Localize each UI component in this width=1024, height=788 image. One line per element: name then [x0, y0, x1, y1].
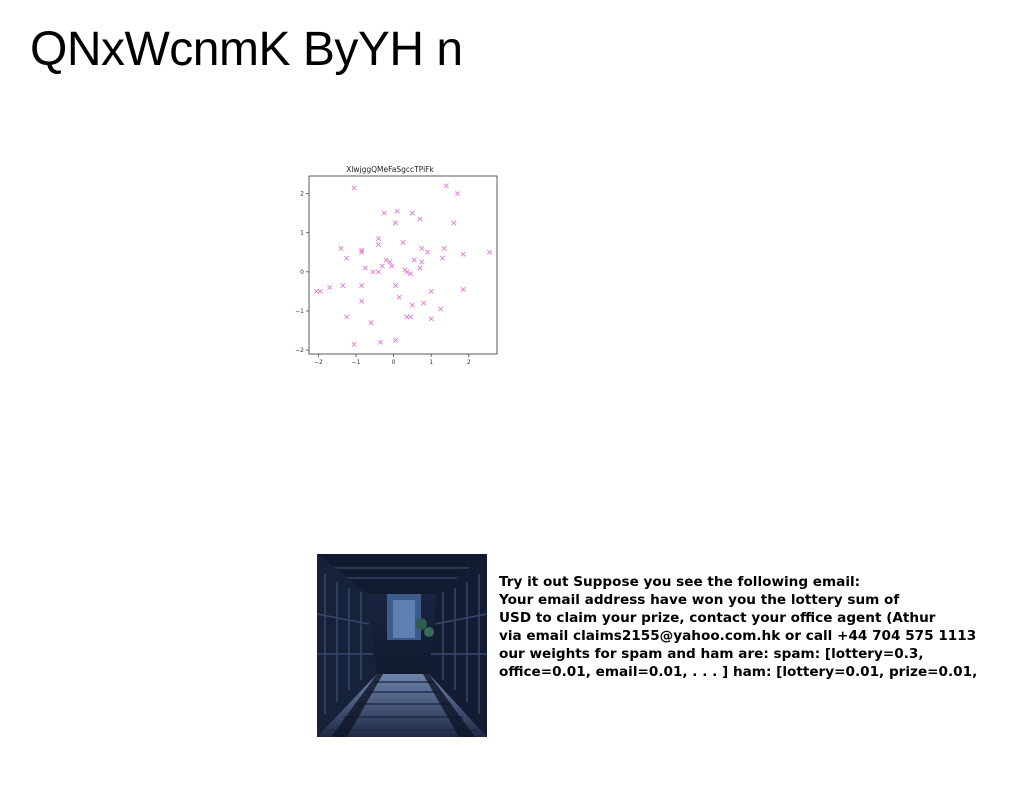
scatter-point [438, 306, 444, 312]
text-line: via email claims2155@yahoo.com.hk or cal… [499, 628, 977, 644]
scatter-point [359, 247, 365, 253]
scatter-point [359, 283, 365, 289]
scatter-point [344, 314, 350, 320]
y-tick-label: −1 [295, 308, 304, 315]
scatter-point [486, 249, 492, 255]
scatter-point [338, 245, 344, 251]
scatter-point [428, 316, 434, 322]
scatter-point [396, 294, 402, 300]
page-title: QNxWcnmK ByYH n [30, 23, 463, 76]
scatter-point [451, 220, 457, 226]
scatter-point [404, 269, 410, 275]
scatter-point [460, 286, 466, 292]
scatter-point [441, 245, 447, 251]
scatter-point [392, 283, 398, 289]
scatter-chart: XlwjggQMeFaSgccTPiFk −2 −1 0 1 2 −2 −1 0 1 2 [285, 158, 515, 370]
scatter-point [421, 300, 427, 306]
x-tick-label: 1 [429, 359, 433, 366]
y-tick-label: 2 [300, 191, 304, 198]
scatter-point [428, 288, 434, 294]
x-tick-label: 0 [392, 359, 396, 366]
scatter-point [362, 265, 368, 271]
scatter-point [340, 283, 346, 289]
text-line: Your email address have won you the lott… [499, 592, 900, 608]
scatter-point [409, 302, 415, 308]
scatter-chart-svg: XlwjggQMeFaSgccTPiFk −2 −1 0 1 2 −2 −1 0 1 2 [295, 165, 498, 366]
scatter-point [387, 259, 393, 265]
scatter-point [409, 210, 415, 216]
scatter-point [377, 339, 383, 345]
text-line: USD to claim your prize, contact your of… [499, 610, 936, 626]
scatter-point [392, 337, 398, 343]
scatter-point [443, 183, 449, 189]
scatter-point [376, 236, 382, 242]
scatter-point [411, 257, 417, 263]
scatter-points [314, 183, 492, 347]
scatter-point [368, 320, 374, 326]
scatter-point [351, 341, 357, 347]
walkway-photo [317, 554, 487, 737]
x-tick-label: 2 [467, 359, 471, 366]
scatter-point [376, 269, 382, 275]
scatter-point [455, 191, 461, 197]
scatter-point [392, 220, 398, 226]
email-text-block: Try it out Suppose you see the following… [499, 573, 1019, 681]
scatter-point [344, 255, 350, 261]
y-tick-label: 0 [300, 269, 304, 276]
scatter-point [417, 265, 423, 271]
scatter-point [383, 257, 389, 263]
scatter-point [327, 284, 333, 291]
text-line: office=0.01, email=0.01, . . . ] ham: [l… [499, 664, 978, 680]
scatter-point [394, 208, 400, 214]
scatter-point [359, 249, 365, 255]
scatter-point [439, 255, 445, 261]
scatter-point [379, 263, 385, 269]
scatter-point [359, 298, 365, 304]
scatter-point [419, 259, 425, 265]
scatter-point [417, 216, 423, 222]
scatter-point [460, 251, 466, 257]
text-line: Try it out Suppose you see the following… [499, 574, 861, 590]
scatter-point [381, 210, 387, 216]
x-tick-label: −1 [352, 359, 361, 366]
scatter-point [370, 269, 376, 275]
scatter-point [314, 288, 320, 294]
walkway-photo-image [317, 554, 487, 737]
scatter-point [404, 314, 410, 320]
scatter-point [317, 288, 323, 294]
y-tick-label: 1 [300, 230, 304, 237]
plot-area-frame [308, 175, 498, 355]
scatter-point [400, 239, 406, 246]
text-line: our weights for spam and ham are: spam: … [499, 646, 924, 662]
scatter-point [424, 249, 430, 255]
axis-ticks: −2 −1 0 1 2 −2 −1 0 1 2 [295, 191, 471, 366]
chart-title: XlwjggQMeFaSgccTPiFk [346, 165, 434, 174]
scatter-point [389, 263, 395, 269]
scatter-point [408, 314, 414, 320]
scatter-point [351, 185, 357, 191]
y-tick-label: −2 [295, 347, 304, 354]
x-tick-label: −2 [314, 359, 323, 366]
scatter-point [376, 241, 382, 247]
scatter-point [408, 271, 414, 277]
scatter-point [419, 245, 425, 251]
